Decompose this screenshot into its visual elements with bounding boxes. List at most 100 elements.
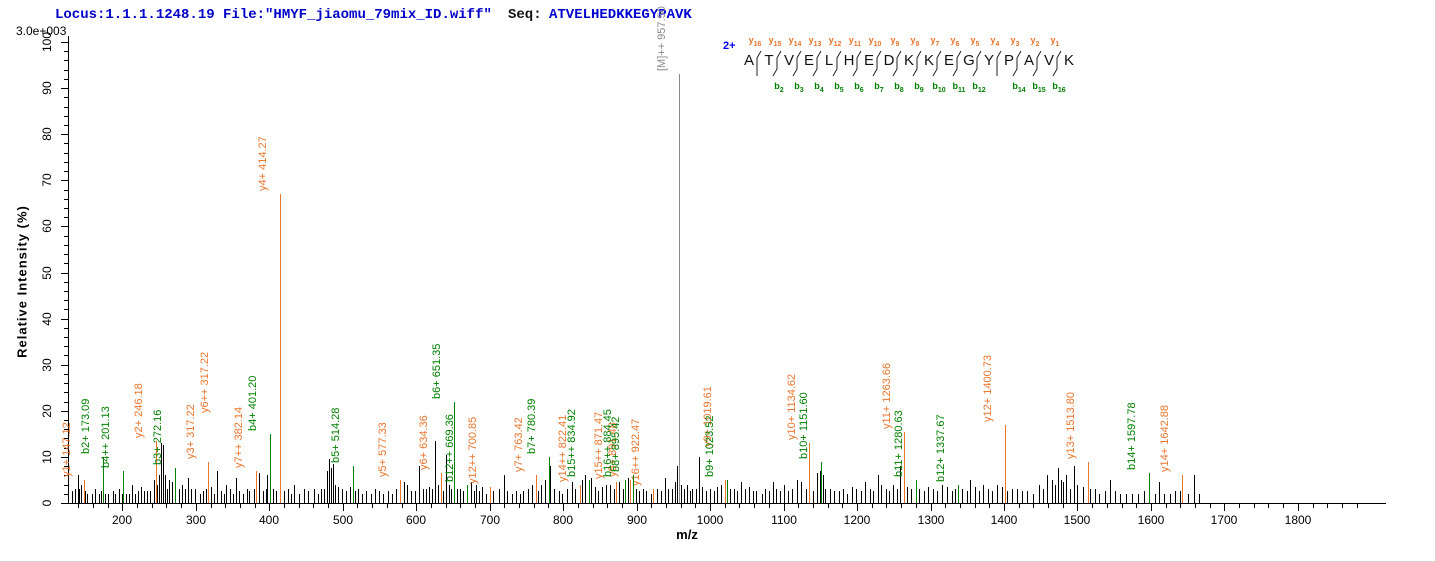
peak-line bbox=[471, 482, 472, 503]
peak-line bbox=[1074, 466, 1075, 503]
peak-line bbox=[602, 487, 603, 503]
peak-line bbox=[1170, 494, 1171, 503]
x-axis-minor-tick bbox=[607, 503, 608, 508]
x-axis-minor-tick bbox=[299, 503, 300, 508]
peak-line bbox=[651, 494, 652, 503]
peak-line bbox=[426, 489, 427, 503]
peak-line bbox=[291, 494, 292, 503]
residue-letter: E bbox=[943, 52, 954, 69]
peak-line bbox=[847, 494, 848, 503]
peak-line bbox=[167, 489, 168, 503]
peak-line bbox=[79, 489, 80, 503]
peak-line bbox=[843, 489, 844, 503]
residue-letter: T bbox=[764, 52, 774, 69]
x-axis-minor-tick bbox=[387, 503, 388, 508]
y-axis-minor-tick bbox=[64, 383, 68, 384]
peak-line bbox=[737, 491, 738, 503]
y-axis-major-tick bbox=[61, 457, 68, 458]
peak-line bbox=[575, 489, 576, 503]
x-axis-minor-tick bbox=[1254, 503, 1255, 508]
cleavage-mark-icon bbox=[852, 50, 862, 83]
y-axis-minor-tick bbox=[64, 485, 68, 486]
x-axis-major-tick bbox=[563, 503, 564, 511]
y-ion-tag: y3 bbox=[1010, 35, 1020, 48]
x-axis-major-tick bbox=[637, 503, 638, 511]
y-ion-tag: y12 bbox=[828, 35, 842, 48]
peak-line bbox=[404, 482, 405, 503]
y-ion-tag: y5 bbox=[970, 35, 980, 48]
peak-line bbox=[335, 485, 336, 503]
y-axis-tick-label: 50 bbox=[40, 266, 54, 280]
x-axis-minor-tick bbox=[78, 503, 79, 508]
b-ion-tag: b3 bbox=[794, 81, 804, 94]
peak-line bbox=[646, 491, 647, 503]
peak-line bbox=[942, 485, 943, 503]
peak-line bbox=[595, 487, 596, 503]
x-axis-minor-tick bbox=[240, 503, 241, 508]
x-axis-minor-tick bbox=[813, 503, 814, 508]
y-axis-minor-tick bbox=[64, 355, 68, 356]
peak-line bbox=[1095, 489, 1096, 503]
b-ion-peak-line bbox=[353, 466, 354, 503]
peak-line bbox=[1110, 480, 1111, 503]
x-axis-minor-tick bbox=[1048, 503, 1049, 508]
y-axis-tick-label: 100 bbox=[40, 31, 54, 53]
residue-letter: E bbox=[803, 52, 814, 69]
x-axis-major-tick bbox=[1151, 503, 1152, 511]
residue-letter: E bbox=[863, 52, 874, 69]
peak-line bbox=[474, 491, 475, 503]
x-axis-tick-label: 400 bbox=[258, 513, 280, 527]
y-ion-peak-label: y16++ 922.47 bbox=[630, 418, 642, 486]
y-axis-major-tick bbox=[61, 180, 68, 181]
peak-line bbox=[214, 494, 215, 503]
y-axis-minor-tick bbox=[64, 282, 68, 283]
peak-line bbox=[350, 487, 351, 503]
peak-line bbox=[150, 491, 151, 503]
peak-line bbox=[852, 487, 853, 503]
x-axis-minor-tick bbox=[225, 503, 226, 508]
peak-line bbox=[482, 487, 483, 503]
peak-line bbox=[983, 485, 984, 503]
peak-line bbox=[1033, 494, 1034, 503]
y-axis-minor-tick bbox=[64, 60, 68, 61]
peak-line bbox=[562, 494, 563, 503]
peak-line bbox=[1120, 494, 1121, 503]
peak-line bbox=[321, 489, 322, 503]
peak-line bbox=[346, 491, 347, 503]
peak-line bbox=[435, 441, 436, 503]
peak-line bbox=[141, 487, 142, 503]
y-ion-peak-line bbox=[616, 482, 617, 503]
y-ion-tag: y11 bbox=[848, 35, 862, 48]
cleavage-mark-icon bbox=[1032, 50, 1042, 83]
peak-line bbox=[1180, 491, 1181, 503]
b-ion-peak-line bbox=[270, 434, 271, 503]
y-axis-minor-tick bbox=[64, 208, 68, 209]
peak-line bbox=[457, 489, 458, 503]
peak-line bbox=[122, 494, 123, 503]
y-axis-minor-tick bbox=[64, 475, 68, 476]
x-axis-major-tick bbox=[490, 503, 491, 511]
peak-line bbox=[545, 480, 546, 503]
peak-line bbox=[172, 482, 173, 503]
peak-line bbox=[355, 491, 356, 503]
y-ion-peak-label: y4+ 414.27 bbox=[257, 136, 269, 191]
peak-line bbox=[825, 489, 826, 503]
peak-line bbox=[383, 494, 384, 503]
x-axis-minor-tick bbox=[1239, 503, 1240, 508]
peak-line bbox=[1199, 494, 1200, 503]
x-axis-minor-tick bbox=[402, 503, 403, 508]
y-ion-peak-line bbox=[580, 485, 581, 503]
y-axis-minor-tick bbox=[64, 171, 68, 172]
peak-line bbox=[479, 491, 480, 503]
x-axis-major-tick bbox=[196, 503, 197, 511]
peak-line bbox=[1027, 491, 1028, 503]
peak-line bbox=[769, 491, 770, 503]
peak-line bbox=[249, 491, 250, 503]
peak-line bbox=[284, 491, 285, 503]
peak-line bbox=[294, 485, 295, 503]
peak-line bbox=[463, 491, 464, 503]
b-ion-tag: b14 bbox=[1012, 81, 1026, 94]
y-ion-tag: y7 bbox=[930, 35, 940, 48]
peak-line bbox=[717, 487, 718, 503]
